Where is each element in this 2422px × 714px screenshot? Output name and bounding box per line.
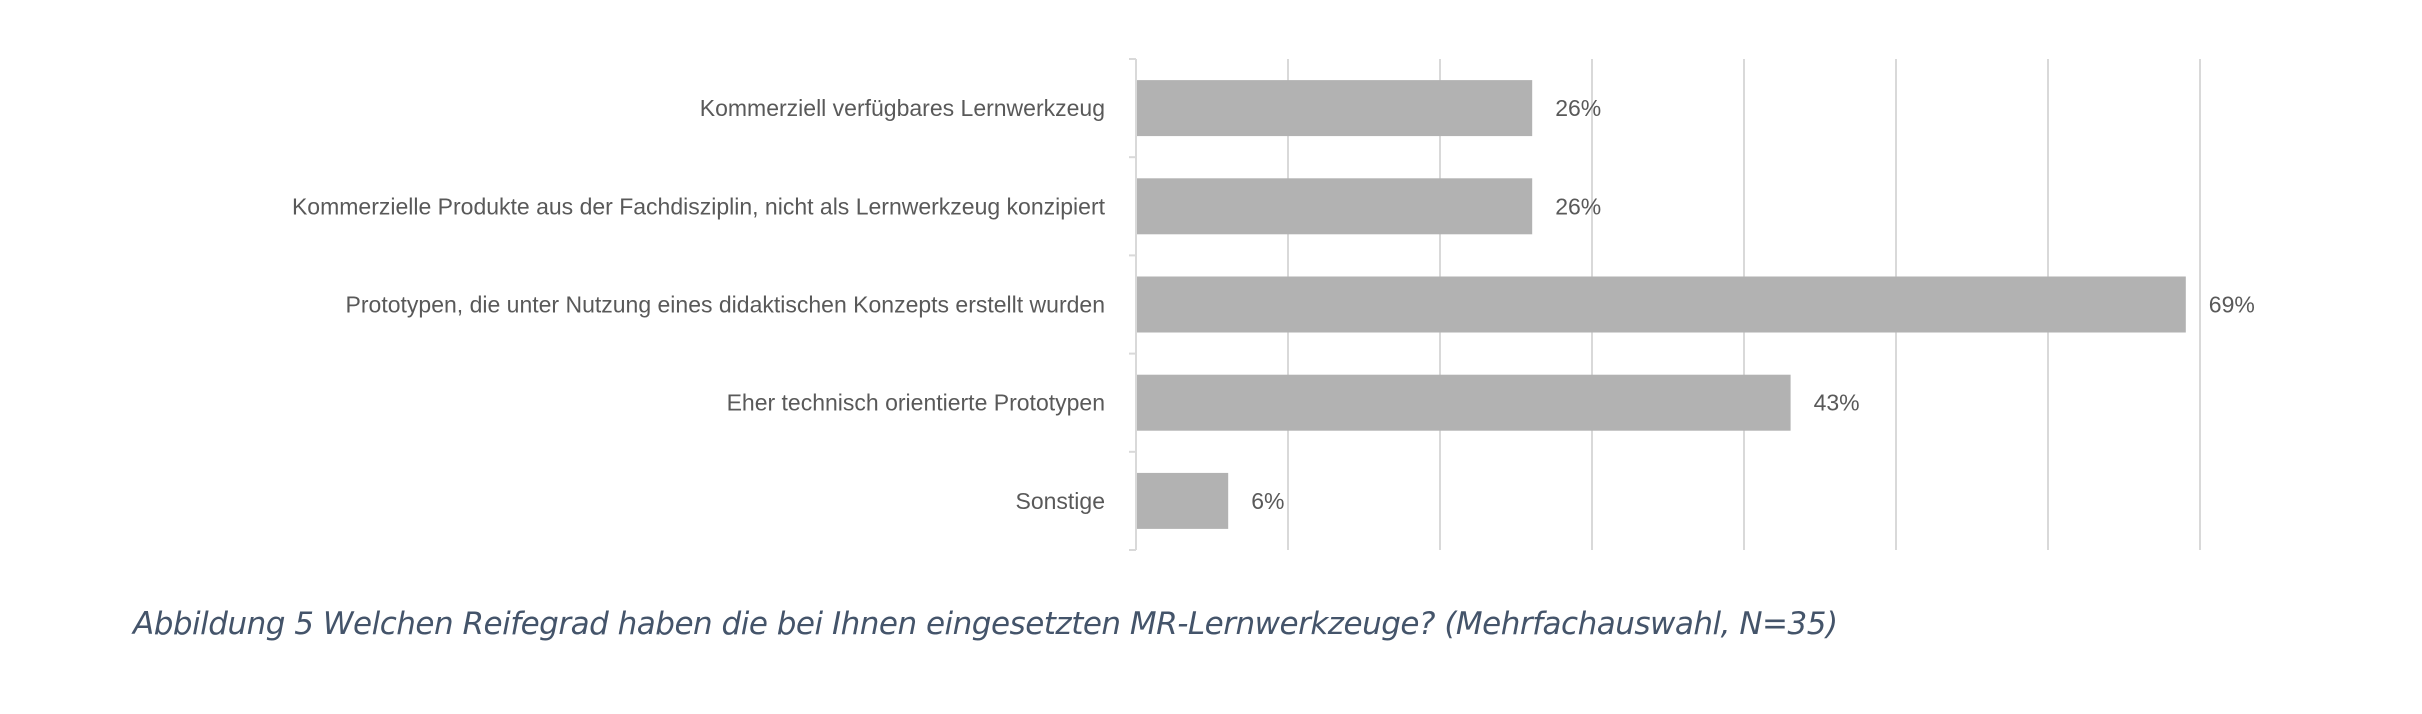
data-label: 69% — [2209, 292, 2255, 318]
figure-caption: Abbildung 5 Welchen Reifegrad haben die … — [133, 606, 1838, 642]
data-label: 43% — [1814, 390, 1860, 416]
bar-chart: Kommerziell verfügbares Lernwerkzeug 26% K… — [292, 58, 2255, 551]
category-label: Eher technisch orientierte Prototypen — [727, 390, 1105, 416]
data-label: 6% — [1251, 488, 1284, 514]
bar — [1137, 178, 1533, 235]
bar — [1137, 472, 1229, 529]
category-label: Prototypen, die unter Nutzung eines dida… — [346, 292, 1105, 318]
data-label: 26% — [1555, 193, 1601, 219]
bar — [1137, 276, 2186, 333]
category-label: Kommerziell verfügbares Lernwerkzeug — [700, 95, 1105, 121]
category-label: Kommerzielle Produkte aus der Fachdiszip… — [292, 193, 1106, 219]
bar — [1137, 374, 1791, 431]
bar — [1137, 80, 1533, 137]
category-label: Sonstige — [1015, 488, 1105, 514]
data-label: 26% — [1555, 95, 1601, 121]
